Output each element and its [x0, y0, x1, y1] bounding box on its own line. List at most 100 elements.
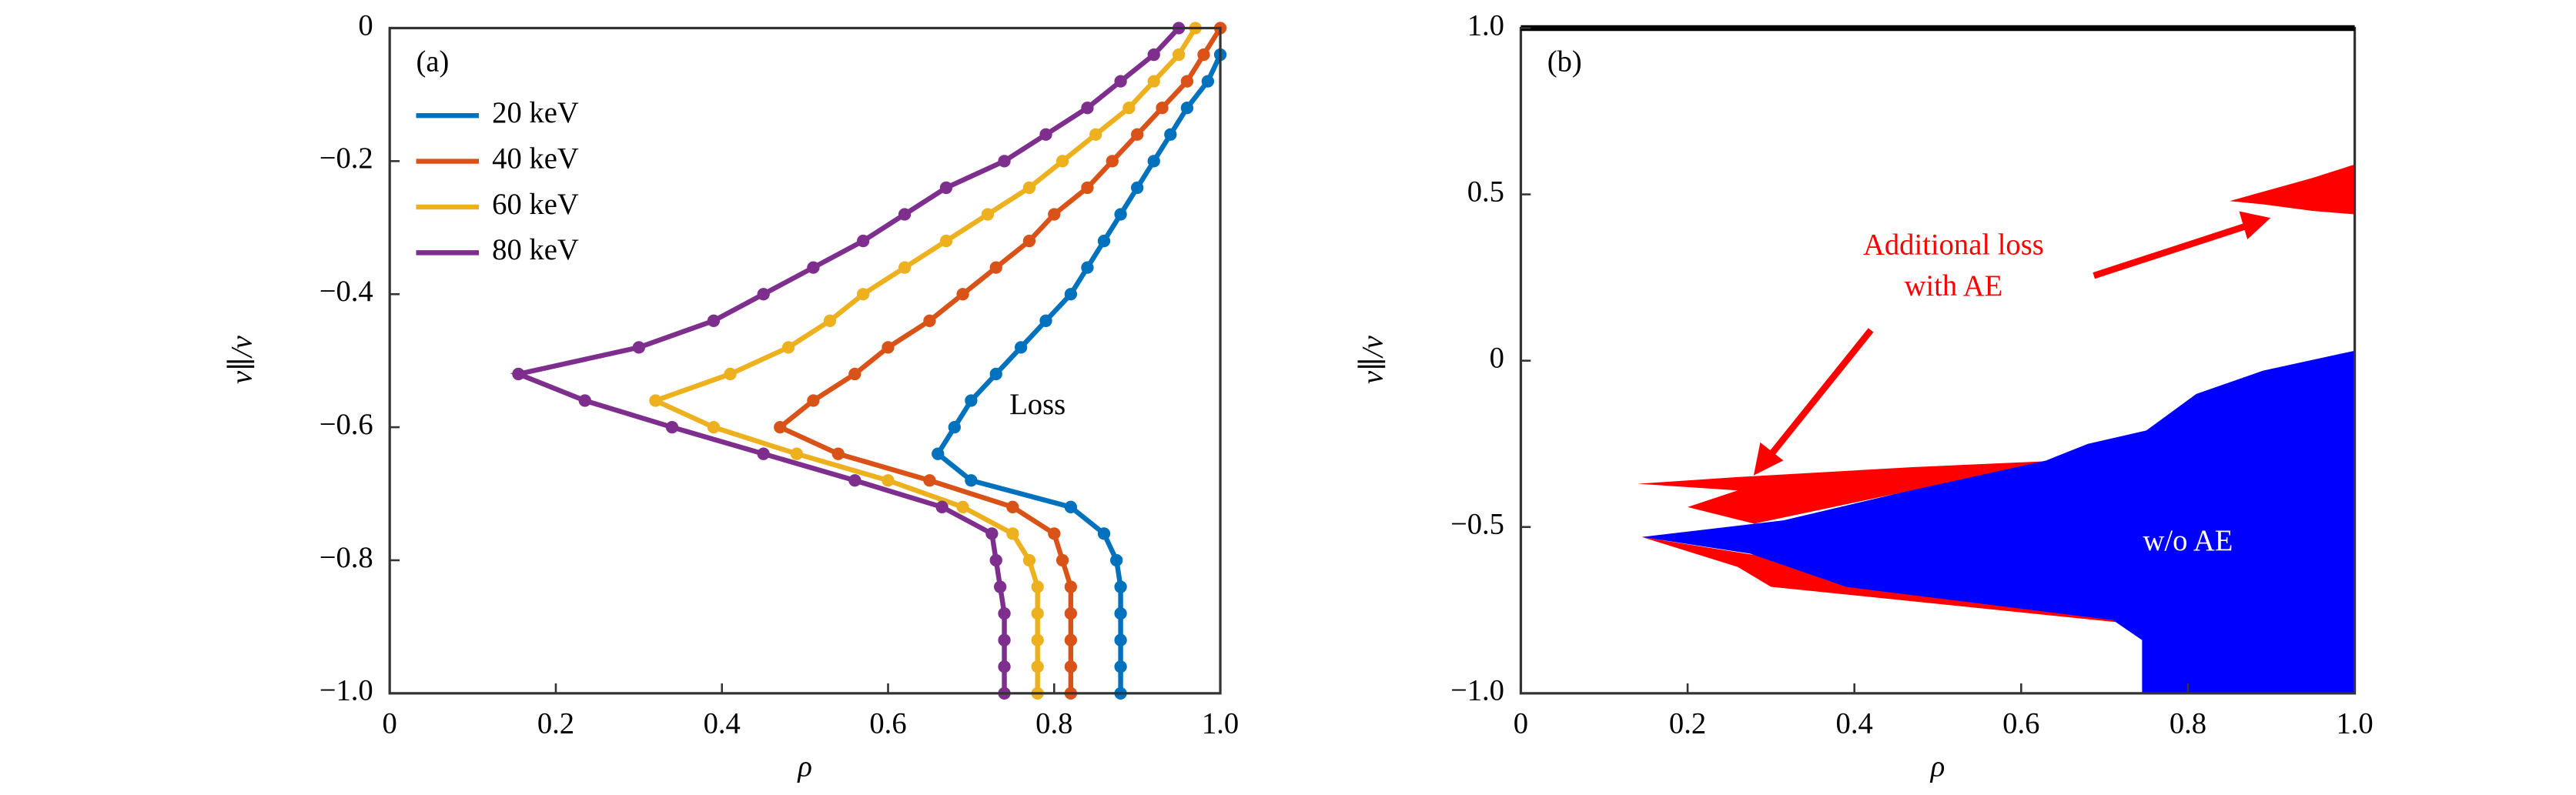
y-tick-label: −0.4: [319, 276, 373, 308]
x-tick-label: 0: [383, 708, 397, 740]
region: [2230, 164, 2355, 215]
series-line: [648, 26, 1198, 693]
data-point: [998, 660, 1011, 673]
series-line: [510, 26, 1181, 693]
data-point: [856, 234, 870, 248]
y-axis-title: v∥/v: [1357, 335, 1390, 384]
data-point: [956, 288, 969, 301]
data-point: [1064, 580, 1078, 593]
data-point: [1147, 48, 1160, 62]
data-point: [923, 474, 936, 487]
data-point: [774, 420, 787, 434]
data-point: [707, 314, 721, 327]
region: [1638, 460, 2063, 524]
data-point: [989, 367, 1002, 381]
arrow-label: Additional loss: [1863, 229, 2044, 262]
x-tick-label: 1.0: [1202, 708, 1239, 740]
region-label: w/o AE: [2143, 525, 2233, 557]
data-point: [923, 314, 936, 327]
data-point: [985, 527, 999, 540]
data-point: [948, 420, 961, 434]
data-point: [956, 500, 969, 513]
data-point: [932, 447, 945, 460]
data-point: [1131, 181, 1144, 195]
panel-label: (b): [1547, 46, 1582, 78]
data-point: [1022, 234, 1036, 248]
y-tick-label: 1.0: [1467, 9, 1504, 42]
data-point: [848, 367, 861, 381]
data-point: [1197, 48, 1210, 62]
data-point: [1081, 181, 1094, 195]
x-tick-label: 1.0: [2336, 708, 2373, 740]
y-tick-label: −0.6: [319, 409, 373, 441]
data-point: [998, 633, 1011, 646]
x-tick-label: 0.4: [704, 708, 741, 740]
x-axis-title: ρ: [1930, 750, 1945, 783]
data-point: [1055, 553, 1069, 567]
data-point: [807, 261, 820, 274]
data-point: [1031, 660, 1044, 673]
x-tick-label: 0.4: [1836, 708, 1873, 740]
data-point: [1156, 102, 1169, 115]
data-point: [1122, 102, 1136, 115]
data-point: [939, 181, 953, 195]
data-point: [898, 261, 912, 274]
data-point: [882, 474, 895, 487]
data-point: [823, 314, 837, 327]
data-point: [578, 394, 591, 407]
data-point: [1031, 580, 1044, 593]
data-point: [989, 261, 1002, 274]
x-tick-label: 0.2: [1669, 708, 1706, 740]
data-point: [807, 394, 820, 407]
data-point: [898, 208, 912, 221]
data-point: [1089, 128, 1102, 141]
x-tick-label: 0: [1514, 708, 1528, 740]
data-point: [1114, 606, 1127, 620]
data-point: [831, 447, 845, 460]
data-point: [848, 474, 861, 487]
y-tick-label: 0.5: [1467, 175, 1504, 208]
data-point: [998, 155, 1011, 168]
data-point: [1180, 75, 1194, 88]
data-point: [1006, 500, 1019, 513]
plot-frame: [388, 26, 1222, 695]
x-tick-label: 0.6: [2002, 708, 2039, 740]
data-point: [981, 208, 995, 221]
data-point: [989, 553, 1002, 567]
data-point: [1031, 633, 1044, 646]
data-point: [1114, 633, 1127, 646]
legend-label: 40 keV: [492, 142, 579, 175]
data-point: [1039, 128, 1052, 141]
panel-label: (a): [417, 46, 450, 78]
data-point: [1164, 128, 1177, 141]
y-tick-label: −0.8: [319, 542, 373, 574]
data-point: [1081, 261, 1094, 274]
data-point: [1031, 606, 1044, 620]
data-point: [1097, 234, 1111, 248]
data-point: [939, 234, 953, 248]
data-point: [1022, 181, 1036, 195]
data-point: [1106, 155, 1119, 168]
data-point: [1048, 527, 1061, 540]
arrows: [1753, 211, 2271, 476]
data-point: [935, 500, 948, 513]
y-tick-label: 0: [358, 9, 373, 42]
data-point: [790, 447, 803, 460]
arrow-head: [1753, 442, 1784, 476]
data-point: [1147, 75, 1160, 88]
data-point: [1014, 341, 1028, 354]
region: [1641, 350, 2355, 693]
data-point: [965, 394, 978, 407]
data-point: [1048, 208, 1061, 221]
data-point: [1064, 660, 1078, 673]
data-point: [856, 288, 870, 301]
data-point: [998, 606, 1011, 620]
x-tick-label: 0.8: [2170, 708, 2206, 740]
x-tick-label: 0.6: [869, 708, 906, 740]
data-point: [649, 394, 662, 407]
legend-label: 60 keV: [492, 189, 579, 221]
arrow-label: with AE: [1905, 270, 2003, 302]
data-point: [1110, 553, 1123, 567]
data-point: [632, 341, 646, 354]
